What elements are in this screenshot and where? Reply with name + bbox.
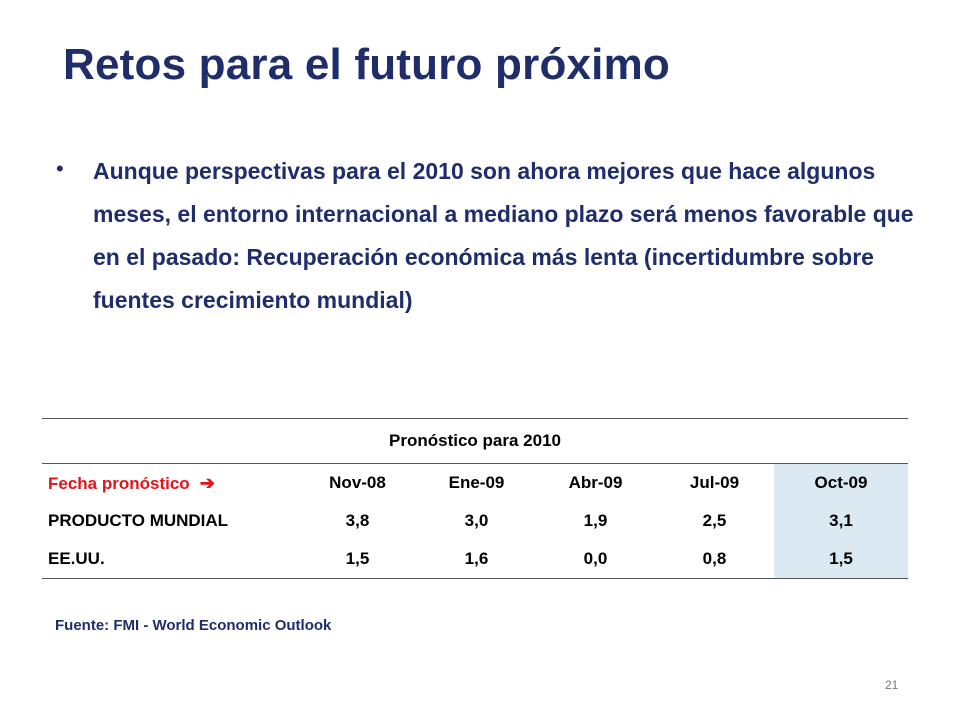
right-arrow-icon: ➔ xyxy=(199,472,215,493)
row-label: EE.UU. xyxy=(42,540,298,579)
row-header-cell: Fecha pronóstico ➔ xyxy=(42,464,298,503)
bullet-list: • Aunque perspectivas para el 2010 son a… xyxy=(56,150,916,322)
table-header-row: Fecha pronóstico ➔ Nov-08 Ene-09 Abr-09 J… xyxy=(42,463,908,503)
table-row: PRODUCTO MUNDIAL 3,8 3,0 1,9 2,5 3,1 xyxy=(42,502,908,540)
table-cell: 0,0 xyxy=(536,540,655,579)
slide-title: Retos para el futuro próximo xyxy=(63,40,671,89)
table-cell: 1,5 xyxy=(298,540,417,579)
table-caption-row: Pronóstico para 2010 xyxy=(42,418,908,464)
forecast-table: Pronóstico para 2010 Fecha pronóstico ➔ N… xyxy=(42,418,908,579)
date-header-highlight: Oct-09 xyxy=(774,463,908,502)
date-header: Nov-08 xyxy=(329,473,386,492)
row-header-label: Fecha pronóstico xyxy=(48,473,190,493)
table-cell: 1,6 xyxy=(417,540,536,579)
bullet-text: Aunque perspectivas para el 2010 son aho… xyxy=(93,158,914,313)
table-cell: 2,5 xyxy=(702,511,727,530)
table-cell: 3,0 xyxy=(464,511,489,530)
date-header: Ene-09 xyxy=(448,473,505,492)
page-number: 21 xyxy=(885,678,899,692)
source-note: Fuente: FMI - World Economic Outlook xyxy=(55,617,332,634)
table-cell: 1,9 xyxy=(583,511,608,530)
bullet-dot-icon: • xyxy=(56,156,64,181)
row-label: PRODUCTO MUNDIAL xyxy=(48,511,229,530)
table-cell-highlight: 1,5 xyxy=(774,540,908,579)
date-header: Jul-09 xyxy=(689,473,740,492)
table-row: EE.UU. 1,5 1,6 0,0 0,8 1,5 xyxy=(42,540,908,579)
table-cell: 0,8 xyxy=(655,540,774,579)
table-cell: 3,8 xyxy=(345,511,370,530)
date-header: Abr-09 xyxy=(568,473,623,492)
table-cell-highlight: 3,1 xyxy=(774,502,908,540)
table-caption: Pronóstico para 2010 xyxy=(42,418,908,464)
